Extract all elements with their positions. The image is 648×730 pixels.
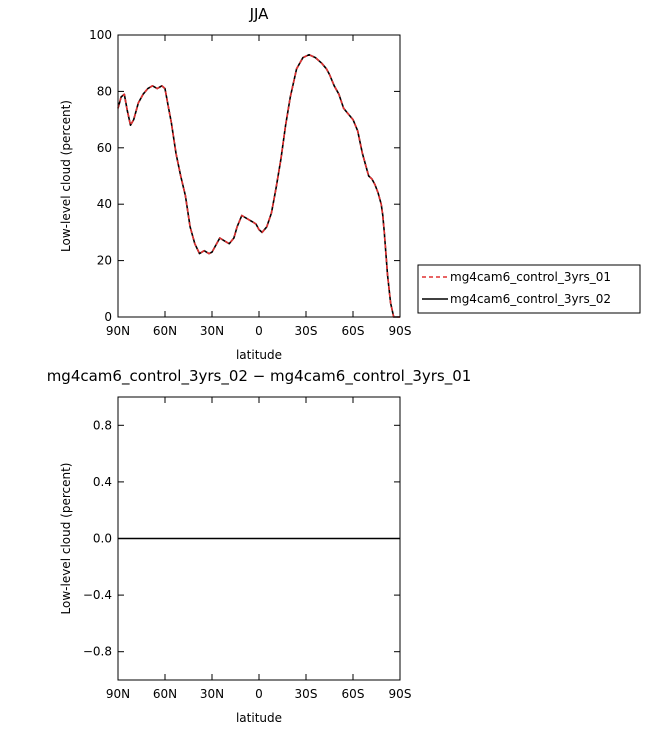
y-tick-label: −0.4 <box>83 588 112 602</box>
x-tick-label: 90S <box>389 687 412 701</box>
y-tick-label: 20 <box>97 254 112 268</box>
series-line-1 <box>117 53 401 318</box>
y-tick-label: 0.8 <box>93 418 112 432</box>
x-tick-label: 60N <box>153 324 177 338</box>
y-tick-label: 80 <box>97 84 112 98</box>
legend-label-2: mg4cam6_control_3yrs_02 <box>450 292 611 306</box>
y-tick-label: 60 <box>97 141 112 155</box>
x-tick-label: 60S <box>342 324 365 338</box>
x-tick-label: 30N <box>200 324 224 338</box>
x-tick-label: 30S <box>295 324 318 338</box>
x-axis-label: latitude <box>236 711 282 725</box>
x-axis-label: latitude <box>236 348 282 362</box>
x-tick-label: 60S <box>342 687 365 701</box>
y-tick-label: 0.0 <box>93 532 112 546</box>
x-tick-label: 0 <box>255 687 263 701</box>
x-tick-label: 30N <box>200 687 224 701</box>
legend-label-1: mg4cam6_control_3yrs_01 <box>450 270 611 284</box>
plot-frame <box>117 34 401 318</box>
series-line-2 <box>117 53 401 318</box>
x-tick-label: 90N <box>106 687 130 701</box>
difference-panel: mg4cam6_control_3yrs_02 − mg4cam6_contro… <box>47 367 472 725</box>
x-tick-label: 0 <box>255 324 263 338</box>
y-tick-label: 100 <box>89 28 112 42</box>
top-panel: JJA 90N 60N 30N 0 30S 60S 90S 0 20 40 60 80 100 latitu… <box>59 5 641 362</box>
y-axis-label: Low-level cloud (percent) <box>59 100 73 252</box>
legend-box <box>417 264 641 314</box>
x-tick-label: 90N <box>106 324 130 338</box>
y-tick-label: 40 <box>97 197 112 211</box>
y-tick-label: 0.4 <box>93 475 112 489</box>
x-tick-label: 90S <box>389 324 412 338</box>
y-axis-label: Low-level cloud (percent) <box>59 463 73 615</box>
chart-title: mg4cam6_control_3yrs_02 − mg4cam6_contro… <box>47 367 472 386</box>
x-tick-label: 60N <box>153 687 177 701</box>
y-tick-label: −0.8 <box>83 645 112 659</box>
y-tick-label: 0 <box>104 310 112 324</box>
x-tick-label: 30S <box>295 687 318 701</box>
plot-frame <box>117 396 401 681</box>
chart-title: JJA <box>249 5 270 23</box>
